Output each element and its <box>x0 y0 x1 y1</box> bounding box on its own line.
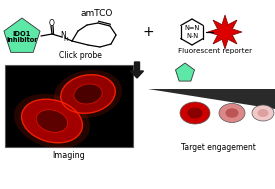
Ellipse shape <box>14 94 90 148</box>
Ellipse shape <box>74 84 102 104</box>
Ellipse shape <box>37 110 67 132</box>
Ellipse shape <box>257 109 268 117</box>
Polygon shape <box>148 89 275 109</box>
Text: H: H <box>64 37 68 42</box>
Text: N-N: N-N <box>186 33 198 40</box>
Ellipse shape <box>252 105 274 121</box>
Text: +: + <box>142 25 154 39</box>
Ellipse shape <box>219 104 245 122</box>
Ellipse shape <box>54 70 122 118</box>
Ellipse shape <box>61 75 115 113</box>
Text: Fluorescent reporter: Fluorescent reporter <box>178 48 252 54</box>
Text: O: O <box>49 19 55 28</box>
FancyBboxPatch shape <box>5 65 133 147</box>
Ellipse shape <box>180 102 210 124</box>
Ellipse shape <box>72 109 78 113</box>
Text: Imaging: Imaging <box>53 150 85 160</box>
Ellipse shape <box>26 114 34 120</box>
Polygon shape <box>208 15 242 49</box>
Polygon shape <box>4 18 40 52</box>
Text: amTCO: amTCO <box>81 9 113 19</box>
Ellipse shape <box>91 106 99 112</box>
FancyArrow shape <box>131 62 144 78</box>
Text: Target engagement: Target engagement <box>181 143 255 152</box>
Text: N=N: N=N <box>184 25 200 30</box>
Ellipse shape <box>21 99 82 143</box>
Ellipse shape <box>41 101 49 106</box>
Ellipse shape <box>188 108 202 119</box>
Text: Click probe: Click probe <box>59 51 101 60</box>
Text: N: N <box>60 32 66 40</box>
Ellipse shape <box>226 108 238 118</box>
Polygon shape <box>175 63 194 81</box>
Ellipse shape <box>107 97 113 101</box>
Text: IDO1
inhibitor: IDO1 inhibitor <box>6 30 38 43</box>
Ellipse shape <box>62 129 68 133</box>
